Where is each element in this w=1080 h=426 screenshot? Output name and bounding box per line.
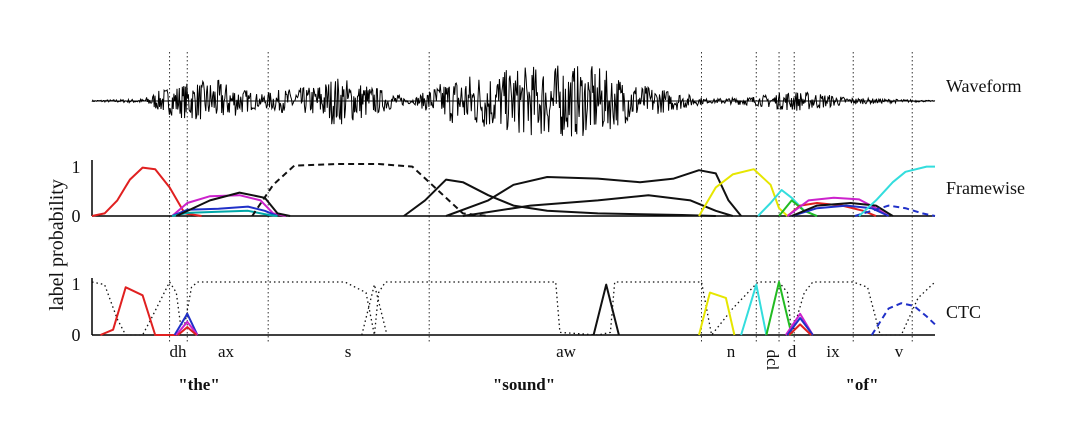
framewise-series-17 bbox=[858, 165, 935, 217]
framewise-series-9 bbox=[698, 168, 789, 217]
phone-label-aw: aw bbox=[556, 342, 577, 361]
row-label-ctc: CTC bbox=[946, 302, 981, 322]
ctc-axes: 1 0 bbox=[72, 274, 935, 345]
ctc-ytick-1: 1 bbox=[72, 274, 81, 294]
framewise-series bbox=[91, 163, 936, 217]
framewise-series-2 bbox=[171, 205, 278, 217]
y-axis-label: label probability bbox=[46, 179, 68, 311]
phone-labels: dh ax s aw n dcl d ix v bbox=[170, 342, 904, 371]
phone-label-ix: ix bbox=[826, 342, 840, 361]
ctc-series-9 bbox=[765, 281, 793, 336]
waveform-signal bbox=[91, 65, 936, 137]
framewise-series-14 bbox=[791, 204, 890, 217]
ctc-series-5 bbox=[177, 326, 198, 336]
framewise-ytick-1: 1 bbox=[72, 157, 81, 177]
ctc-series-7 bbox=[698, 291, 736, 336]
framewise-series-4 bbox=[175, 191, 291, 217]
framewise-series-15 bbox=[791, 202, 894, 217]
phone-label-s: s bbox=[345, 342, 352, 361]
phone-label-n: n bbox=[727, 342, 736, 361]
row-label-waveform: Waveform bbox=[946, 76, 1022, 96]
framewise-series-11 bbox=[778, 199, 818, 217]
word-label-of: "of" bbox=[845, 375, 878, 394]
framewise-series-16 bbox=[854, 204, 936, 217]
ctc-series bbox=[91, 281, 936, 336]
ctc-series-11 bbox=[786, 317, 814, 336]
framewise-ytick-0: 0 bbox=[72, 206, 81, 226]
framewise-series-3 bbox=[171, 209, 278, 217]
ctc-series-2 bbox=[100, 286, 177, 336]
phone-label-d: d bbox=[788, 342, 797, 361]
ctc-series-3 bbox=[173, 312, 199, 336]
framewise-series-6 bbox=[403, 178, 716, 217]
word-labels: "the" "sound" "of" bbox=[178, 375, 878, 394]
ctc-series-12 bbox=[788, 323, 812, 336]
phone-label-v: v bbox=[895, 342, 904, 361]
word-label-sound: "sound" bbox=[493, 375, 555, 394]
phone-label-dcl: dcl bbox=[763, 350, 782, 371]
ctc-series-8 bbox=[740, 283, 768, 336]
phone-label-dh: dh bbox=[170, 342, 188, 361]
waveform-row bbox=[91, 65, 936, 137]
ctc-series-13 bbox=[870, 302, 936, 336]
framewise-series-0 bbox=[91, 166, 202, 217]
row-label-framewise: Framewise bbox=[946, 178, 1025, 198]
phone-label-ax: ax bbox=[218, 342, 235, 361]
framewise-series-8 bbox=[462, 194, 733, 217]
ctc-series-6 bbox=[592, 283, 620, 336]
ctc-ytick-0: 0 bbox=[72, 325, 81, 345]
framewise-series-7 bbox=[445, 169, 742, 217]
ctc-series-4 bbox=[175, 320, 199, 336]
word-label-the: "the" bbox=[178, 375, 220, 394]
ctc-series-1 bbox=[361, 283, 388, 336]
framewise-series-5 bbox=[251, 163, 489, 217]
